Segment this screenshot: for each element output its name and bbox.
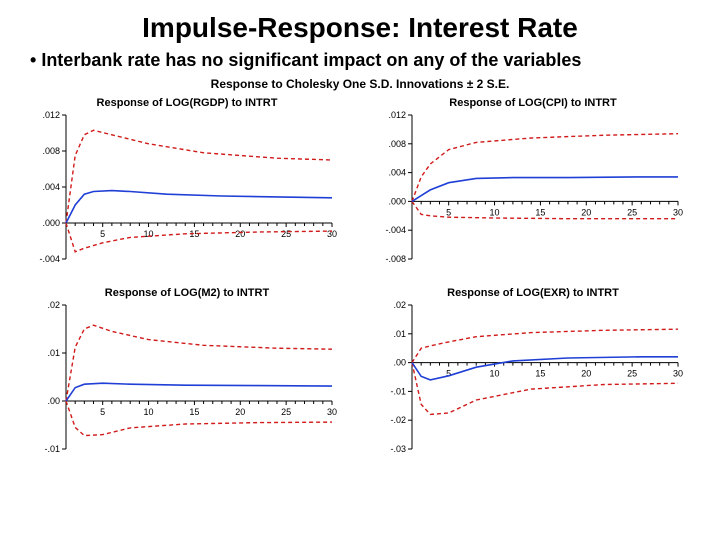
svg-text:-.03: -.03: [390, 444, 406, 454]
svg-text:30: 30: [673, 369, 683, 379]
figure-supertitle: Response to Cholesky One S.D. Innovation…: [20, 77, 700, 91]
svg-text:5: 5: [446, 207, 451, 217]
svg-text:10: 10: [144, 407, 154, 417]
svg-text:5: 5: [100, 407, 105, 417]
svg-text:.000: .000: [388, 196, 406, 206]
svg-text:20: 20: [235, 407, 245, 417]
svg-text:-.02: -.02: [390, 415, 406, 425]
svg-text:5: 5: [446, 369, 451, 379]
svg-text:.02: .02: [47, 301, 60, 310]
svg-text:25: 25: [627, 207, 637, 217]
svg-text:20: 20: [235, 229, 245, 239]
svg-text:5: 5: [100, 229, 105, 239]
svg-text:15: 15: [535, 207, 545, 217]
svg-text:.004: .004: [42, 182, 60, 192]
irf-chart: -.008 -.004 .000 .004 .008 .012 5 10 15 20 25 30: [366, 111, 686, 281]
panel-title: Response of LOG(M2) to INTRT: [20, 287, 354, 299]
svg-text:25: 25: [627, 369, 637, 379]
svg-text:.02: .02: [393, 301, 406, 310]
panel-title: Response of LOG(CPI) to INTRT: [366, 97, 700, 109]
slide-title: Impulse-Response: Interest Rate: [20, 12, 700, 44]
svg-text:.000: .000: [42, 218, 60, 228]
svg-text:-.008: -.008: [385, 254, 406, 264]
panel-2: Response of LOG(M2) to INTRT -.01 .00 .01.…: [20, 287, 354, 471]
svg-text:.004: .004: [388, 168, 406, 178]
svg-text:-.004: -.004: [39, 254, 60, 264]
svg-text:-.004: -.004: [385, 225, 406, 235]
slide-bullet: Interbank rate has no significant impact…: [30, 50, 700, 71]
svg-text:10: 10: [490, 207, 500, 217]
svg-text:.01: .01: [47, 348, 60, 358]
svg-text:20: 20: [581, 207, 591, 217]
svg-text:.008: .008: [42, 146, 60, 156]
svg-text:.01: .01: [393, 329, 406, 339]
panel-grid: Response of LOG(RGDP) to INTRT -.004 .000…: [20, 97, 700, 471]
svg-text:30: 30: [327, 229, 337, 239]
panel-0: Response of LOG(RGDP) to INTRT -.004 .000…: [20, 97, 354, 281]
svg-text:-.01: -.01: [390, 386, 406, 396]
svg-text:-.01: -.01: [44, 444, 60, 454]
panel-title: Response of LOG(RGDP) to INTRT: [20, 97, 354, 109]
svg-text:.00: .00: [393, 358, 406, 368]
svg-text:25: 25: [281, 229, 291, 239]
svg-text:30: 30: [327, 407, 337, 417]
svg-text:15: 15: [189, 407, 199, 417]
panel-title: Response of LOG(EXR) to INTRT: [366, 287, 700, 299]
svg-text:.00: .00: [47, 396, 60, 406]
panel-1: Response of LOG(CPI) to INTRT -.008 -.004…: [366, 97, 700, 281]
irf-chart: -.004.000.004.008.012 51015202530: [20, 111, 340, 281]
irf-chart: -.01 .00 .01 .02 5 10 15 20 25 30: [20, 301, 340, 471]
svg-text:.008: .008: [388, 139, 406, 149]
svg-text:20: 20: [581, 369, 591, 379]
svg-text:15: 15: [535, 369, 545, 379]
irf-chart: -.03 -.02 -.01 .00 .01 .02 5 10 15 20 25 30: [366, 301, 686, 471]
svg-text:25: 25: [281, 407, 291, 417]
svg-text:10: 10: [144, 229, 154, 239]
panel-3: Response of LOG(EXR) to INTRT -.03-.02-.…: [366, 287, 700, 471]
svg-text:.012: .012: [388, 111, 406, 120]
svg-text:10: 10: [490, 369, 500, 379]
svg-text:30: 30: [673, 207, 683, 217]
svg-text:.012: .012: [42, 111, 60, 120]
